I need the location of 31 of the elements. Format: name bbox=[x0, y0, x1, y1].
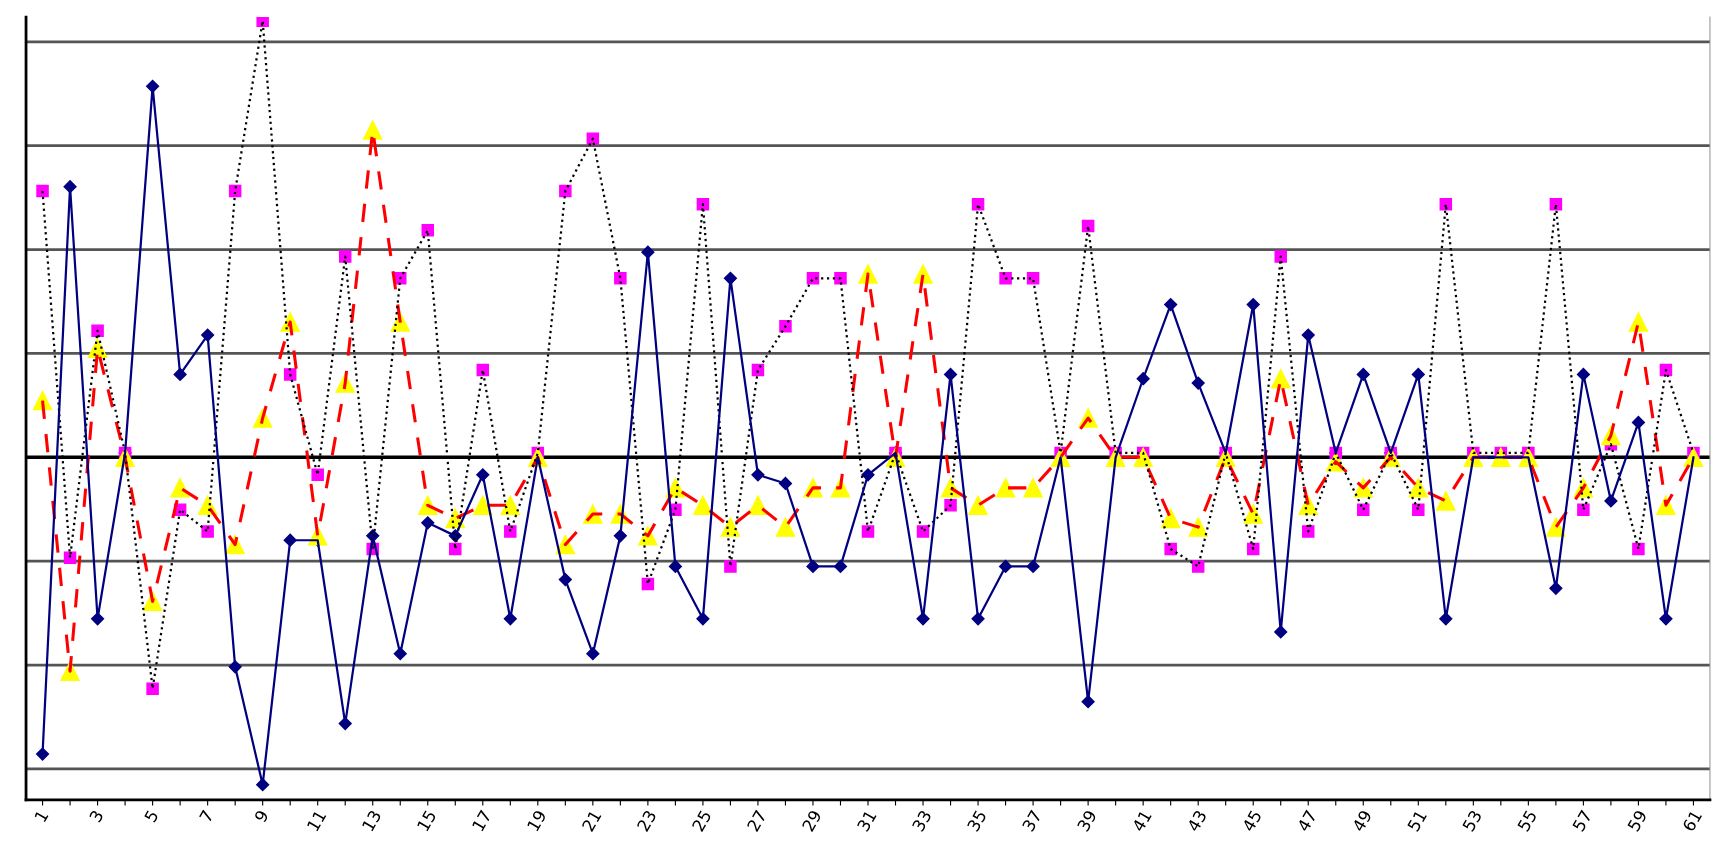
x-tick-label: 23 bbox=[636, 809, 657, 833]
x-tick-label: 27 bbox=[746, 809, 767, 832]
x-tick-label: 59 bbox=[1627, 809, 1648, 832]
x-tick-label: 21 bbox=[581, 809, 602, 832]
x-tick-label: 15 bbox=[416, 809, 437, 832]
x-tick-label: 7 bbox=[199, 809, 214, 823]
x-tick-label: 29 bbox=[801, 809, 822, 833]
x-tick-label: 25 bbox=[691, 809, 712, 833]
x-tick-label: 33 bbox=[911, 809, 932, 832]
x-tick-label: 31 bbox=[856, 809, 877, 832]
x-tick-label: 11 bbox=[306, 809, 327, 832]
x-tick-label: 57 bbox=[1572, 809, 1593, 832]
x-tick-label: 39 bbox=[1076, 809, 1098, 832]
x-tick-label: 35 bbox=[966, 809, 987, 832]
x-tick-label: 53 bbox=[1461, 809, 1483, 832]
x-tick-label: 9 bbox=[253, 809, 269, 823]
x-tick-label: 19 bbox=[526, 809, 547, 832]
x-tick-label: 37 bbox=[1021, 809, 1042, 832]
x-tick-label: 51 bbox=[1407, 809, 1428, 832]
x-tick-label: 13 bbox=[361, 809, 382, 832]
x-tick-label: 5 bbox=[144, 809, 159, 823]
x-tick-label: 41 bbox=[1131, 809, 1152, 833]
x-tick-label: 1 bbox=[34, 809, 49, 823]
x-tick-label: 55 bbox=[1517, 809, 1538, 832]
x-tick-label: 45 bbox=[1241, 809, 1262, 833]
x-tick-label: 61 bbox=[1682, 809, 1703, 833]
x-tick-label: 3 bbox=[88, 809, 104, 823]
x-tick-label: 49 bbox=[1351, 809, 1373, 833]
x-tick-label: 47 bbox=[1296, 809, 1317, 833]
x-tick-label: 17 bbox=[471, 809, 492, 832]
x-tick-label: 43 bbox=[1186, 809, 1207, 833]
